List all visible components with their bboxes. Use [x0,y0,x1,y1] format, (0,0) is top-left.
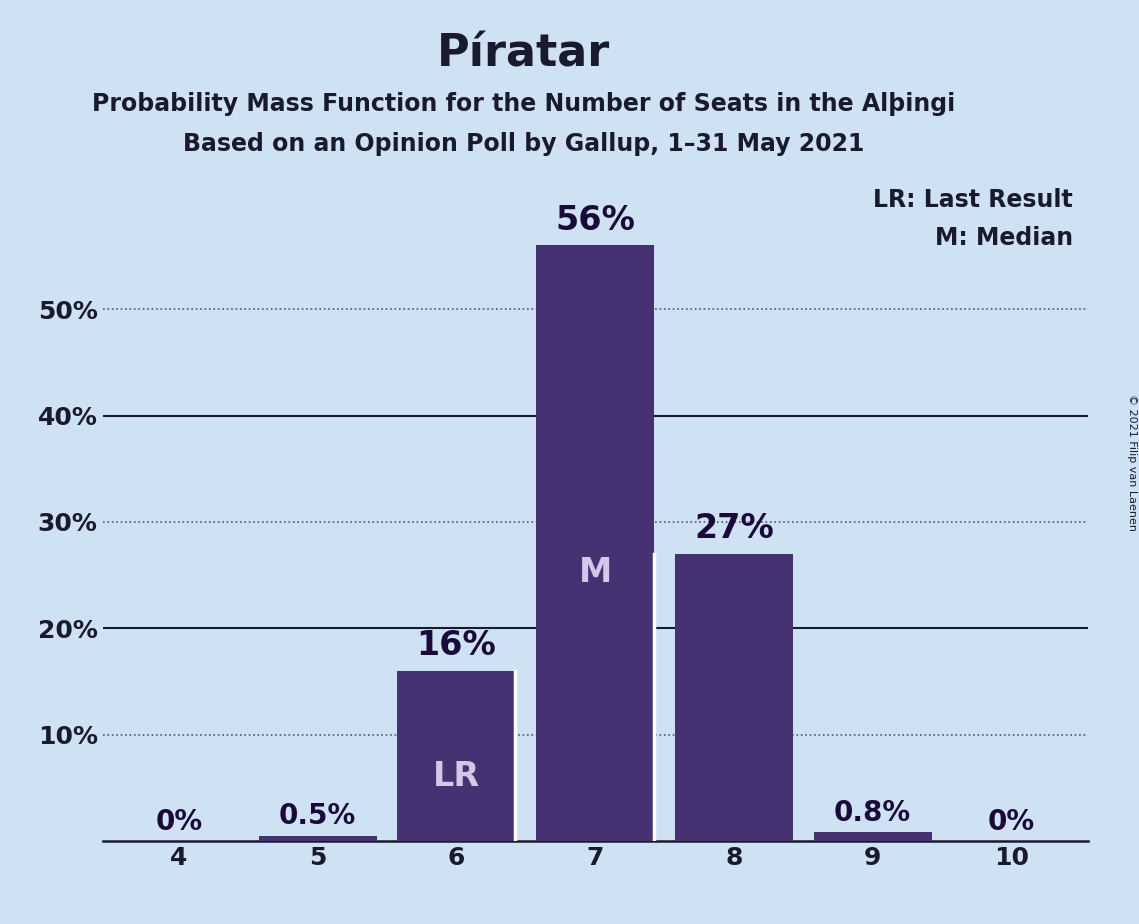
Text: Based on an Opinion Poll by Gallup, 1–31 May 2021: Based on an Opinion Poll by Gallup, 1–31… [183,132,865,156]
Text: LR: Last Result: LR: Last Result [874,188,1073,212]
Text: 0.8%: 0.8% [834,799,911,827]
Bar [813,833,932,841]
Text: 56%: 56% [555,204,636,237]
Text: Probability Mass Function for the Number of Seats in the Alþingi: Probability Mass Function for the Number… [92,92,956,116]
Text: 0%: 0% [155,808,203,835]
Text: M: M [579,556,612,590]
Text: 27%: 27% [694,512,773,545]
Text: 0%: 0% [988,808,1035,835]
Bar [675,553,793,841]
Text: M: Median: M: Median [935,225,1073,249]
Bar [259,835,377,841]
Bar [398,671,515,841]
Text: 16%: 16% [417,629,497,663]
Text: LR: LR [433,760,480,793]
Text: Píratar: Píratar [437,32,611,76]
Text: 0.5%: 0.5% [279,802,357,830]
Text: © 2021 Filip van Laenen: © 2021 Filip van Laenen [1126,394,1137,530]
Bar [536,246,654,841]
